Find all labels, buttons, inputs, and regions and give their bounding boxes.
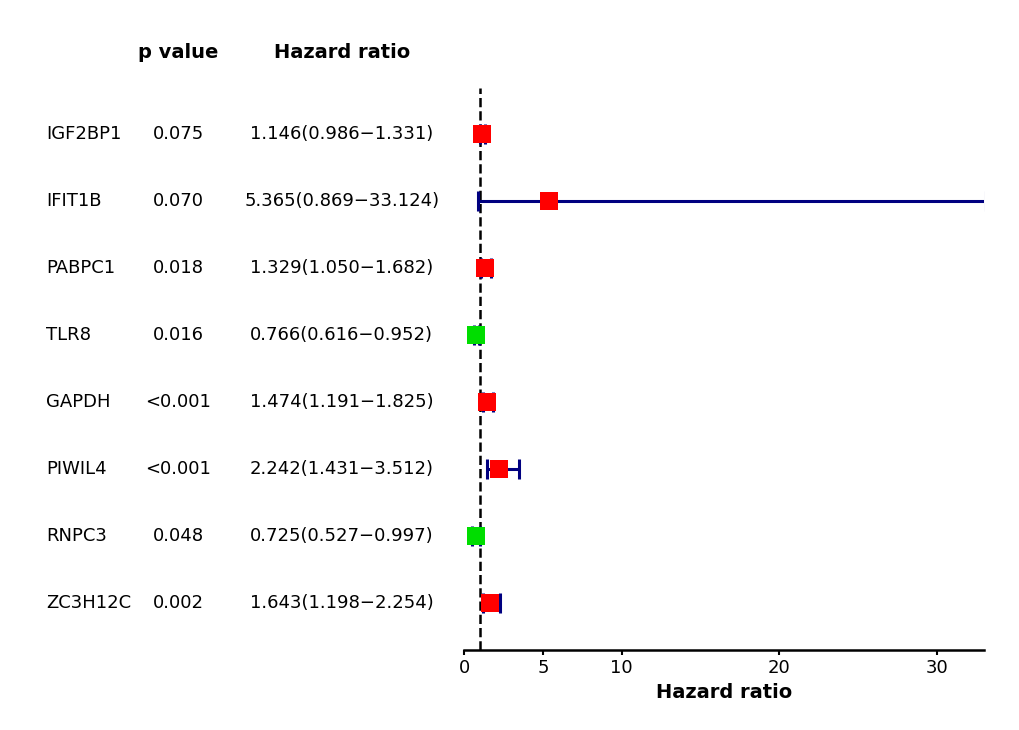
- Point: [491, 463, 507, 474]
- Point: [467, 530, 483, 542]
- Text: ZC3H12C: ZC3H12C: [46, 594, 130, 612]
- Text: 0.018: 0.018: [153, 259, 204, 277]
- Text: 2.242(1.431−3.512): 2.242(1.431−3.512): [250, 460, 433, 478]
- Text: <0.001: <0.001: [146, 460, 211, 478]
- Text: 1.329(1.050−1.682): 1.329(1.050−1.682): [250, 259, 433, 277]
- Point: [468, 329, 484, 341]
- Point: [481, 597, 497, 609]
- Text: 0.075: 0.075: [153, 126, 204, 143]
- Text: 0.002: 0.002: [153, 594, 204, 612]
- Text: RNPC3: RNPC3: [46, 527, 107, 545]
- Text: 0.048: 0.048: [153, 527, 204, 545]
- Point: [540, 196, 556, 207]
- Point: [474, 128, 490, 140]
- Text: 0.766(0.616−0.952): 0.766(0.616−0.952): [250, 326, 433, 344]
- X-axis label: Hazard ratio: Hazard ratio: [655, 683, 792, 702]
- Point: [479, 396, 495, 408]
- Text: PIWIL4: PIWIL4: [46, 460, 106, 478]
- Point: [477, 262, 493, 274]
- Text: IFIT1B: IFIT1B: [46, 193, 101, 210]
- Text: TLR8: TLR8: [46, 326, 91, 344]
- Text: GAPDH: GAPDH: [46, 393, 110, 411]
- Text: 0.070: 0.070: [153, 193, 204, 210]
- Text: p value: p value: [139, 43, 218, 62]
- Text: 0.016: 0.016: [153, 326, 204, 344]
- Text: 1.146(0.986−1.331): 1.146(0.986−1.331): [250, 126, 433, 143]
- Text: 0.725(0.527−0.997): 0.725(0.527−0.997): [250, 527, 433, 545]
- Text: PABPC1: PABPC1: [46, 259, 115, 277]
- Text: 5.365(0.869−33.124): 5.365(0.869−33.124): [244, 193, 439, 210]
- Text: 1.474(1.191−1.825): 1.474(1.191−1.825): [250, 393, 433, 411]
- Text: <0.001: <0.001: [146, 393, 211, 411]
- Text: 1.643(1.198−2.254): 1.643(1.198−2.254): [250, 594, 433, 612]
- Text: Hazard ratio: Hazard ratio: [273, 43, 410, 62]
- Text: IGF2BP1: IGF2BP1: [46, 126, 121, 143]
